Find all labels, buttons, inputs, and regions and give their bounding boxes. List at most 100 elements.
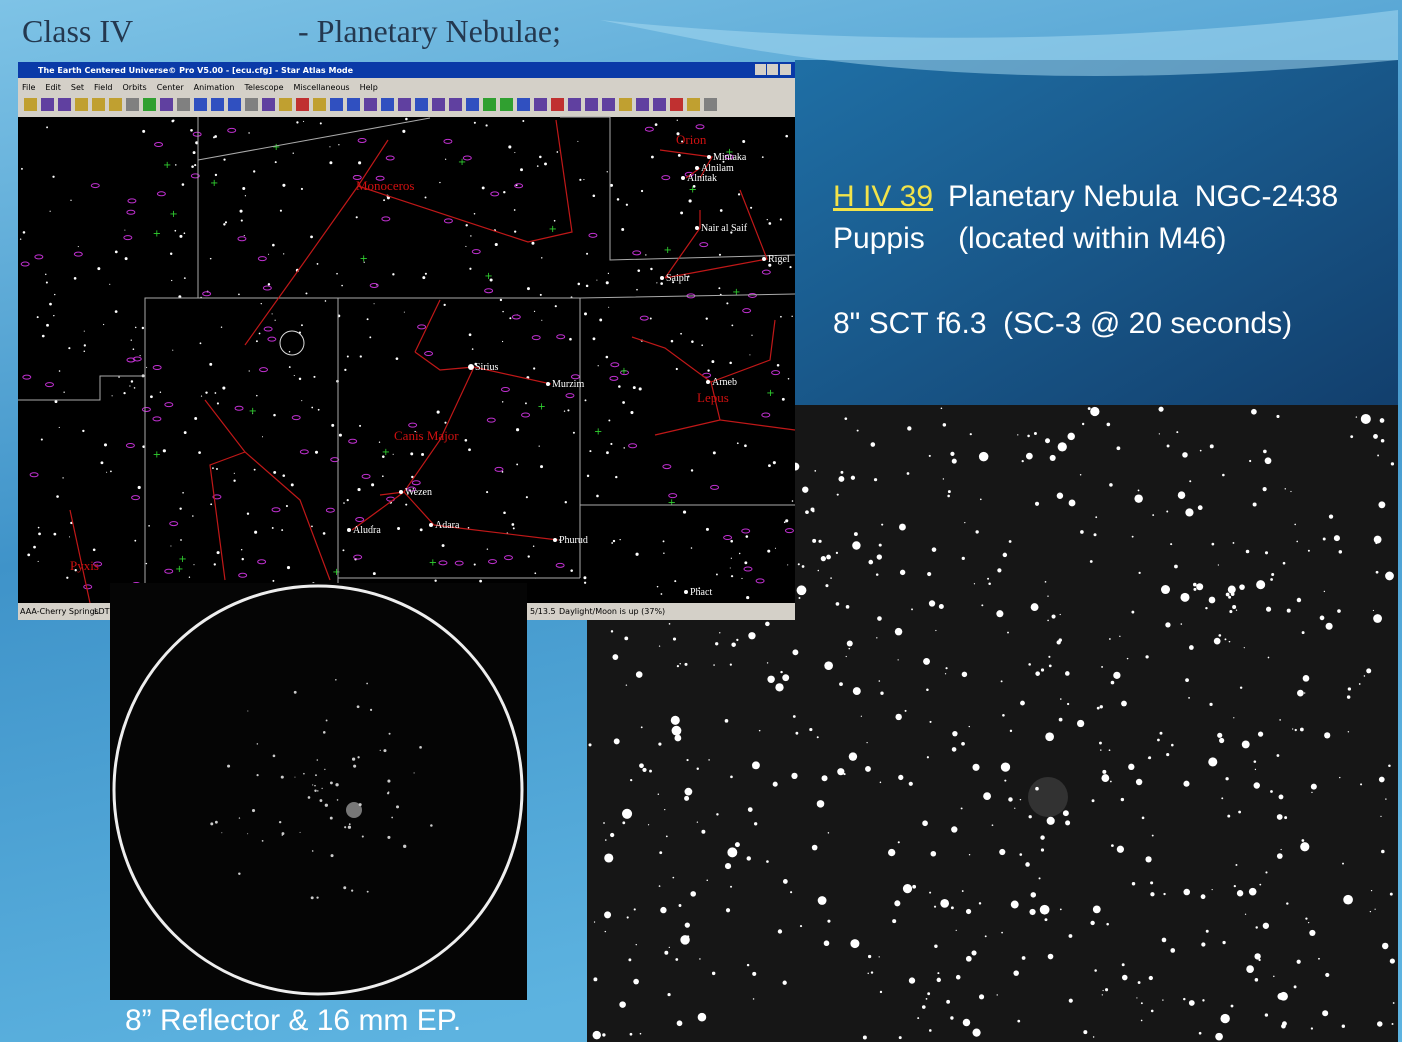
- menu-item[interactable]: Set: [71, 83, 84, 92]
- photo-star: [1233, 717, 1235, 719]
- toolbar-button[interactable]: [415, 98, 428, 111]
- menu-item[interactable]: Center: [157, 83, 185, 92]
- photo-star: [848, 647, 851, 650]
- photo-star: [1369, 910, 1372, 913]
- toolbar-button[interactable]: [500, 98, 513, 111]
- toolbar-button[interactable]: [109, 98, 122, 111]
- toolbar-button[interactable]: [432, 98, 445, 111]
- menu-item[interactable]: Miscellaneous: [294, 83, 350, 92]
- star: [787, 564, 789, 566]
- photo-star: [1150, 892, 1155, 897]
- toolbar-button[interactable]: [194, 98, 207, 111]
- toolbar-button[interactable]: [483, 98, 496, 111]
- photo-star: [1116, 845, 1125, 853]
- toolbar-button[interactable]: [466, 98, 479, 111]
- toolbar-button[interactable]: [687, 98, 700, 111]
- star: [719, 209, 723, 212]
- toolbar-button[interactable]: [262, 98, 275, 111]
- toolbar-button[interactable]: [381, 98, 394, 111]
- star: [213, 563, 216, 566]
- toolbar-button[interactable]: [534, 98, 547, 111]
- toolbar-button[interactable]: [568, 98, 581, 111]
- menu-item[interactable]: File: [22, 83, 35, 92]
- photo-star: [1333, 535, 1340, 542]
- star: [532, 545, 535, 547]
- galaxy: [494, 466, 504, 472]
- toolbar-button[interactable]: [177, 98, 190, 111]
- sketch-star: [351, 889, 354, 892]
- toolbar-button[interactable]: [636, 98, 649, 111]
- toolbar-button[interactable]: [670, 98, 683, 111]
- toolbar-button[interactable]: [75, 98, 88, 111]
- star: [37, 526, 40, 529]
- photo-star: [1189, 480, 1192, 483]
- photo-star: [812, 538, 817, 543]
- toolbar-button[interactable]: [245, 98, 258, 111]
- toolbar-button[interactable]: [585, 98, 598, 111]
- toolbar-button[interactable]: [704, 98, 717, 111]
- toolbar-button[interactable]: [126, 98, 139, 111]
- photo-star: [1280, 848, 1282, 851]
- photo-star: [792, 715, 796, 718]
- menu-item[interactable]: Edit: [45, 83, 61, 92]
- star: [616, 198, 620, 201]
- toolbar-button[interactable]: [398, 98, 411, 111]
- menu-item[interactable]: Orbits: [123, 83, 147, 92]
- toolbar-button[interactable]: [279, 98, 292, 111]
- photo-star: [1259, 883, 1262, 886]
- photo-star: [1227, 814, 1231, 818]
- star: [175, 164, 177, 166]
- galaxy: [152, 365, 162, 371]
- toolbar-button[interactable]: [449, 98, 462, 111]
- photo-star: [1176, 431, 1179, 434]
- photo-star: [674, 734, 682, 742]
- galaxy: [521, 412, 531, 418]
- photo-star: [1174, 564, 1178, 569]
- star: [242, 187, 246, 191]
- toolbar-button[interactable]: [41, 98, 54, 111]
- toolbar-button[interactable]: [92, 98, 105, 111]
- close-button[interactable]: [780, 64, 791, 75]
- menu-item[interactable]: Telescope: [243, 83, 283, 92]
- star: [27, 553, 31, 557]
- photo-star: [945, 667, 948, 670]
- toolbar-button[interactable]: [160, 98, 173, 111]
- photo-star: [838, 476, 845, 482]
- sketch-star: [357, 756, 360, 759]
- toolbar-button[interactable]: [517, 98, 530, 111]
- maximize-button[interactable]: [767, 64, 778, 75]
- toolbar-button[interactable]: [58, 98, 71, 111]
- menu-item[interactable]: Animation: [194, 83, 235, 92]
- photo-star: [1297, 689, 1304, 697]
- photo-star: [826, 554, 831, 560]
- toolbar-button[interactable]: [347, 98, 360, 111]
- toolbar-button[interactable]: [551, 98, 564, 111]
- minimize-button[interactable]: [755, 64, 766, 75]
- toolbar-button[interactable]: [296, 98, 309, 111]
- photo-star: [1065, 820, 1071, 826]
- toolbar-button[interactable]: [228, 98, 241, 111]
- toolbar-button[interactable]: [364, 98, 377, 111]
- galaxy: [588, 232, 598, 238]
- toolbar-button[interactable]: [330, 98, 343, 111]
- toolbar-button[interactable]: [313, 98, 326, 111]
- toolbar-button[interactable]: [24, 98, 37, 111]
- toolbar-button[interactable]: [619, 98, 632, 111]
- star: [37, 560, 39, 563]
- toolbar-button[interactable]: [653, 98, 666, 111]
- star: [392, 273, 395, 276]
- toolbar-button[interactable]: [143, 98, 156, 111]
- photo-star: [604, 853, 614, 863]
- photo-star: [1105, 988, 1109, 992]
- star: [513, 209, 516, 211]
- star: [357, 487, 361, 492]
- menu-item[interactable]: Field: [94, 83, 112, 92]
- toolbar-button[interactable]: [211, 98, 224, 111]
- menu-item[interactable]: Help: [360, 83, 378, 92]
- toolbar-button[interactable]: [602, 98, 615, 111]
- star: [192, 151, 196, 155]
- named-star: [468, 364, 474, 370]
- star: [494, 242, 498, 247]
- photo-star: [835, 602, 840, 606]
- galaxy: [22, 374, 32, 380]
